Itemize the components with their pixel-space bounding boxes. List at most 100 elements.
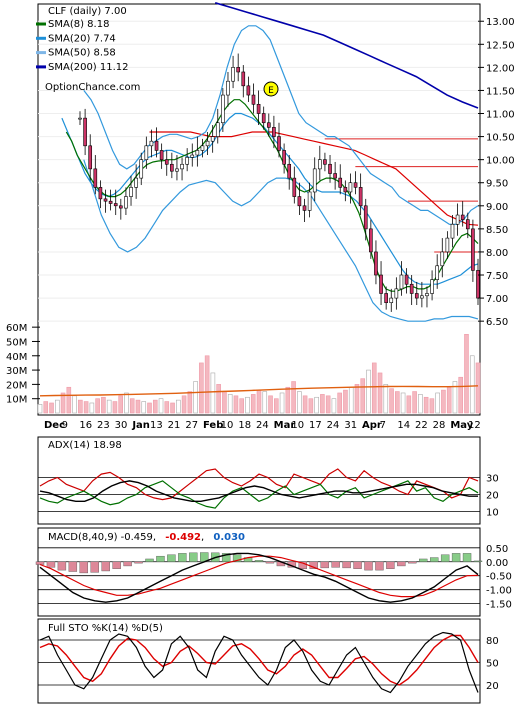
volume-bar: [314, 396, 319, 414]
macd-histogram-bar: [408, 561, 417, 564]
panel-y-tick-label: -1.00: [486, 586, 512, 597]
legend-label: SMA(8) 8.18: [48, 19, 109, 30]
event-marker: E: [263, 81, 279, 97]
volume-bar: [78, 399, 83, 414]
volume-y-tick-label: 40M: [6, 352, 27, 363]
candle-body: [78, 117, 82, 120]
candle-body: [144, 145, 149, 160]
volume-bar: [66, 386, 72, 414]
volume-bar: [245, 396, 250, 414]
adx-lines: 30 20 10: [38, 468, 499, 519]
volume-bar: [331, 398, 337, 414]
volume-bar: [158, 398, 164, 414]
volume-grid: [39, 385, 479, 397]
candle-body: [292, 177, 297, 197]
candle-body: [88, 145, 93, 170]
volume-bar: [176, 399, 181, 414]
candle-body: [302, 205, 307, 211]
volume-bar: [129, 398, 135, 414]
x-axis-label: 21: [168, 420, 181, 431]
macd-histogram-bar: [386, 561, 395, 569]
sto-d-line: [39, 634, 479, 686]
volume-bar: [72, 395, 77, 414]
volume-bar: [302, 395, 308, 414]
volume-bar: [412, 391, 417, 414]
volume-bar: [285, 386, 291, 414]
candle-body: [124, 196, 128, 209]
macd-histogram-bar: [123, 561, 132, 567]
candle-body: [231, 67, 235, 82]
volume-bar: [469, 355, 475, 414]
macd-hist-value: 0.030: [213, 532, 245, 543]
x-axis-label: 31: [344, 420, 357, 431]
candle-body: [103, 198, 108, 202]
macd-signal-line: [39, 555, 479, 598]
volume-bar: [371, 362, 377, 414]
sma50-line: [149, 131, 479, 226]
price-lines: [61, 2, 479, 322]
macd-histogram-bar: [473, 560, 483, 562]
volume-bar: [446, 386, 452, 414]
event-marker-circle: [263, 81, 279, 97]
macd-histogram-bar: [221, 553, 231, 562]
chart-title: CLF (daily) 7.00: [48, 6, 127, 17]
candle-body: [272, 127, 276, 137]
price-y-tick-label: 8.50: [486, 225, 508, 236]
x-axis-label: 24: [256, 420, 269, 431]
volume-bar: [222, 391, 227, 414]
x-axis-label: 14: [397, 420, 410, 431]
candle-body: [205, 140, 210, 147]
sto-panel-frame: [37, 618, 481, 704]
candle-body: [256, 103, 261, 114]
candle-body: [445, 237, 450, 253]
candle-body: [338, 177, 343, 188]
candle-body: [129, 187, 133, 197]
candle-body: [246, 85, 251, 96]
x-axis-label: 27: [185, 420, 198, 431]
candle-body: [200, 145, 205, 151]
candle-body: [134, 177, 138, 188]
volume-bar: [112, 401, 118, 414]
macd-histogram-bar: [342, 561, 351, 569]
candle-body: [113, 203, 118, 207]
volume-bar: [291, 381, 296, 414]
x-axis-label: 7: [380, 420, 386, 431]
volume-bar: [193, 381, 198, 414]
sto-panel: 80 50 20 Full STO %K(14) %D(5): [37, 618, 499, 704]
panel-y-tick-label: 30: [486, 474, 499, 485]
volume-bar: [60, 392, 66, 414]
volume-bar: [273, 398, 279, 414]
volume-bar: [360, 378, 366, 414]
macd-histogram-bar: [375, 561, 384, 571]
volume-bar: [389, 388, 394, 414]
x-axis-label: 12: [468, 420, 481, 431]
x-axis-label: 9: [62, 420, 68, 431]
volume-bar: [337, 392, 342, 414]
x-axis-label: 30: [115, 420, 128, 431]
volume-bar: [343, 389, 348, 414]
price-y-tick-label: 7.00: [486, 294, 508, 305]
volume-y-tick-label: 30M: [6, 366, 27, 377]
macd-histogram-bar: [35, 561, 45, 565]
macd-histogram-bar: [68, 561, 78, 572]
candle-body: [460, 214, 465, 220]
candle-body: [363, 205, 368, 230]
price-candles: [78, 53, 480, 312]
candle-body: [414, 293, 419, 299]
candle-body: [435, 265, 439, 280]
candle-body: [83, 117, 87, 147]
price-y-tick-label: 8.00: [486, 248, 508, 259]
volume-bar: [170, 402, 175, 414]
price-y-tick-label: 9.50: [486, 179, 508, 190]
volume-bar: [239, 398, 245, 414]
candle-body: [241, 71, 246, 87]
price-panel: 13.00 12.50 12.00 11.50 11.00 10.50 10.00 9.50 9…: [6, 2, 515, 416]
x-axis-label: Dec: [44, 420, 65, 431]
macd-histogram-bar: [462, 553, 472, 562]
adx-label: ADX(14) 18.98: [48, 440, 122, 451]
x-axis-label: 16: [79, 420, 92, 431]
candle-body: [215, 122, 220, 137]
macd-histogram-bar: [145, 558, 154, 562]
candle-body: [139, 159, 144, 179]
x-axis-label: 28: [433, 420, 446, 431]
